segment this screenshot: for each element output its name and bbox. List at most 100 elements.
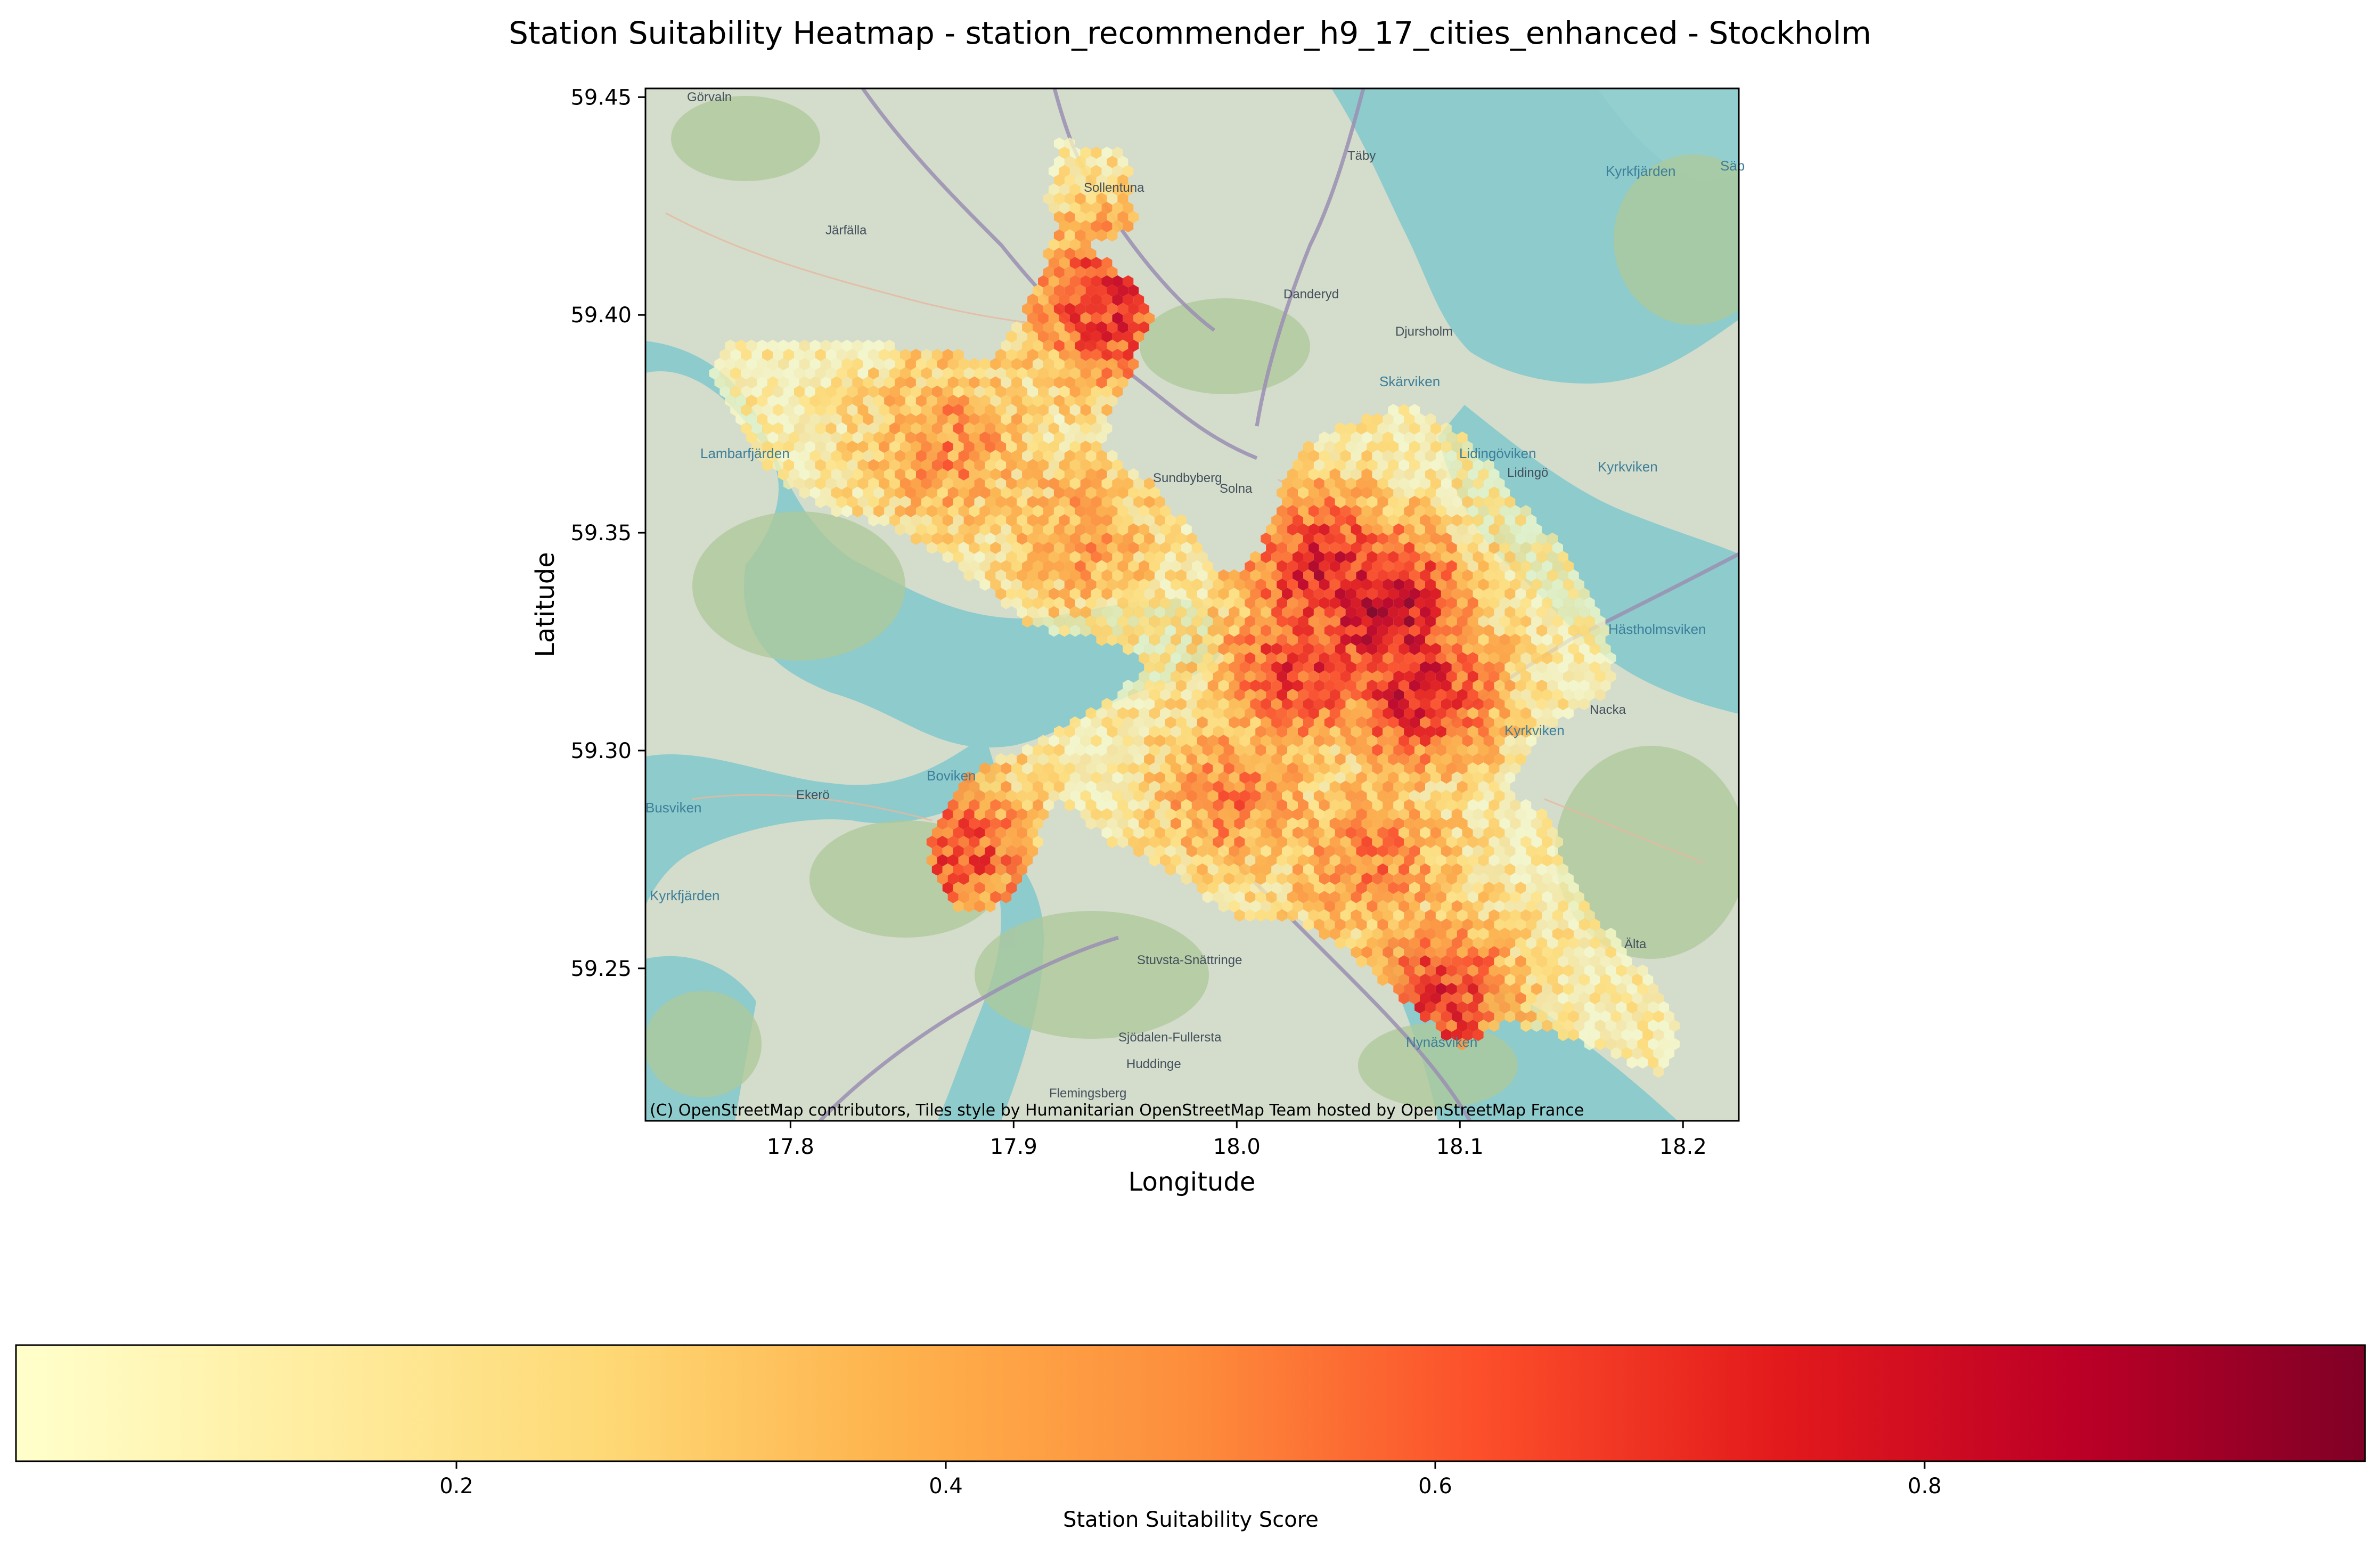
heatmap-hex (1107, 486, 1118, 499)
heatmap-hex (1356, 569, 1367, 582)
heatmap-hex (1398, 514, 1410, 527)
heatmap-hex (1367, 955, 1378, 968)
heatmap-hex (1425, 817, 1436, 830)
heatmap-hex (1499, 854, 1510, 867)
heatmap-hex (1085, 597, 1097, 609)
heatmap-hex (1473, 882, 1484, 894)
heatmap-hex (1340, 486, 1351, 499)
heatmap-hex (969, 836, 980, 848)
heatmap-hex (1420, 937, 1430, 949)
heatmap-hex (1266, 744, 1277, 756)
heatmap-hex (1457, 744, 1468, 756)
heatmap-hex (1451, 1010, 1462, 1023)
heatmap-hex (1478, 799, 1489, 811)
heatmap-hex (1515, 955, 1526, 968)
heatmap-hex (1510, 762, 1521, 775)
heatmap-hex (921, 532, 932, 545)
x-tick-label: 17.8 (767, 1135, 814, 1159)
heatmap-hex (1080, 146, 1091, 159)
heatmap-hex (1223, 854, 1234, 867)
heatmap-hex (969, 560, 980, 573)
heatmap-hex (1287, 762, 1298, 775)
heatmap-hex (1589, 937, 1600, 949)
heatmap-hex (1085, 542, 1097, 554)
heatmap-hex (1361, 431, 1372, 444)
heatmap-hex (1414, 983, 1425, 995)
heatmap-hex (799, 358, 810, 370)
heatmap-hex (1186, 532, 1197, 545)
heatmap-hex (953, 404, 964, 417)
heatmap-hex (1011, 523, 1023, 536)
heatmap-hex (921, 367, 932, 380)
heatmap-hex (1053, 450, 1065, 462)
heatmap-hex (1287, 817, 1298, 830)
heatmap-hex (942, 422, 953, 435)
heatmap-hex (1059, 275, 1070, 288)
basemap-label: Lidingö (1507, 466, 1548, 480)
heatmap-hex (1515, 679, 1526, 692)
heatmap-hex (953, 367, 964, 380)
heatmap-hex (1234, 633, 1245, 646)
heatmap-hex (1345, 789, 1356, 802)
heatmap-hex (1308, 579, 1319, 591)
heatmap-hex (905, 413, 916, 426)
heatmap-hex (1048, 588, 1059, 600)
heatmap-hex (1568, 698, 1579, 711)
heatmap-hex (1579, 937, 1590, 949)
heatmap-hex (1383, 486, 1394, 499)
heatmap-hex (958, 560, 969, 573)
heatmap-hex (1006, 348, 1017, 361)
heatmap-hex (1239, 569, 1250, 582)
heatmap-hex (1340, 927, 1351, 940)
heatmap-hex (1033, 817, 1043, 830)
heatmap-hex (953, 477, 964, 490)
heatmap-hex (1171, 854, 1181, 867)
heatmap-hex (1080, 569, 1091, 582)
heatmap-hex (974, 385, 985, 398)
heatmap-hex (1033, 376, 1043, 389)
heatmap-hex (942, 404, 953, 417)
heatmap-hex (1218, 735, 1229, 747)
heatmap-hex (1388, 918, 1399, 931)
heatmap-hex (1059, 220, 1070, 233)
heatmap-hex (1207, 679, 1218, 692)
heatmap-hex (1558, 624, 1568, 637)
heatmap-hex (1069, 385, 1081, 398)
heatmap-hex (1478, 854, 1489, 867)
heatmap-hex (773, 367, 783, 380)
heatmap-hex (1494, 698, 1505, 711)
heatmap-hex (1388, 716, 1399, 729)
heatmap-hex (1038, 348, 1049, 361)
heatmap-hex (746, 431, 757, 444)
heatmap-hex (915, 431, 927, 444)
heatmap-hex (958, 780, 969, 793)
heatmap-hex (1160, 836, 1171, 848)
heatmap-hex (1075, 248, 1086, 260)
heatmap-hex (1133, 679, 1144, 692)
heatmap-hex (1080, 367, 1091, 380)
heatmap-hex (1388, 808, 1399, 821)
heatmap-hex (1059, 257, 1070, 270)
heatmap-hex (1610, 992, 1622, 1005)
heatmap-hex (1017, 477, 1028, 490)
heatmap-hex (969, 431, 980, 444)
heatmap-hex (1383, 615, 1394, 628)
heatmap-hex (1499, 726, 1510, 738)
heatmap-hex (1080, 385, 1091, 398)
heatmap-hex (1303, 495, 1314, 508)
heatmap-hex (1017, 808, 1028, 821)
heatmap-hex (1048, 183, 1059, 196)
heatmap-hex (1043, 468, 1054, 481)
heatmap-hex (1393, 873, 1404, 885)
heatmap-hex (1547, 955, 1558, 968)
heatmap-hex (1542, 946, 1552, 958)
heatmap-hex (1594, 615, 1606, 628)
heatmap-hex (1351, 505, 1362, 517)
heatmap-hex (1409, 477, 1420, 490)
heatmap-hex (1250, 771, 1261, 784)
heatmap-hex (1600, 1010, 1611, 1023)
heatmap-hex (974, 826, 985, 839)
heatmap-hex (1191, 560, 1203, 573)
heatmap-hex (1101, 404, 1113, 417)
heatmap-hex (1175, 514, 1187, 527)
